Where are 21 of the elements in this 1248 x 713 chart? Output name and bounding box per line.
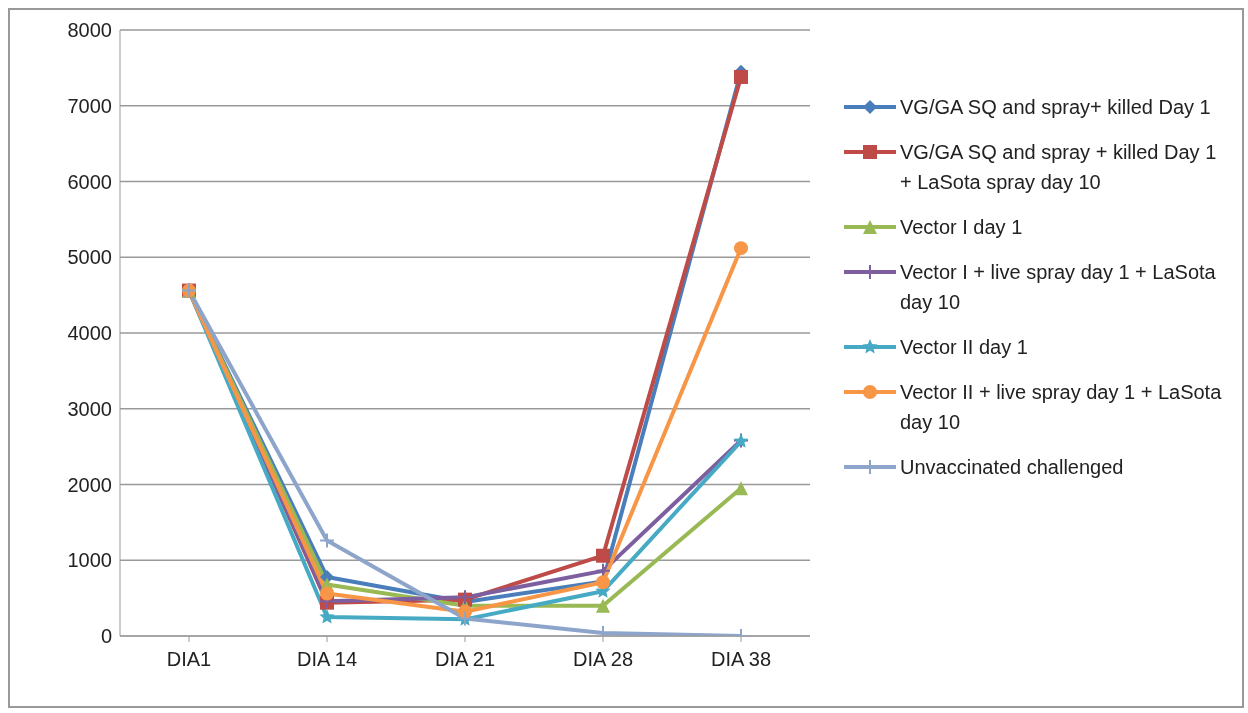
y-tick-label: 8000 [67,19,112,42]
legend-label: Vector I day 1 [900,215,1023,240]
y-tick-label: 0 [100,625,112,648]
y-tick-label: 4000 [67,322,112,345]
x-tick-label: DIA1 [166,648,212,671]
y-tick-label: 2000 [67,473,112,496]
legend-label: Vector II day 1 [900,335,1028,360]
legend-label: VG/GA SQ and spray+ killed Day 1 [900,95,1211,120]
legend-label: Vector II + live spray day 1 + LaSota day 10 [900,380,1223,435]
x-tick-label: DIA 38 [710,648,772,671]
y-tick-label: 6000 [67,170,112,193]
y-tick-label: 5000 [67,246,112,269]
legend-label: Unvaccinated challenged [900,455,1124,480]
y-tick-label: 7000 [67,94,112,117]
legend-label: VG/GA SQ and spray + killed Day 1 + LaSota spray day 10 [900,140,1218,195]
x-tick-label: DIA 14 [296,648,358,671]
legend-label: Vector I + live spray day 1 + LaSota day 10 [900,260,1217,315]
y-tick-label: 3000 [67,397,112,420]
y-tick-label: 1000 [67,549,112,572]
x-tick-label: DIA 21 [434,648,496,671]
x-tick-label: DIA 28 [572,648,634,671]
